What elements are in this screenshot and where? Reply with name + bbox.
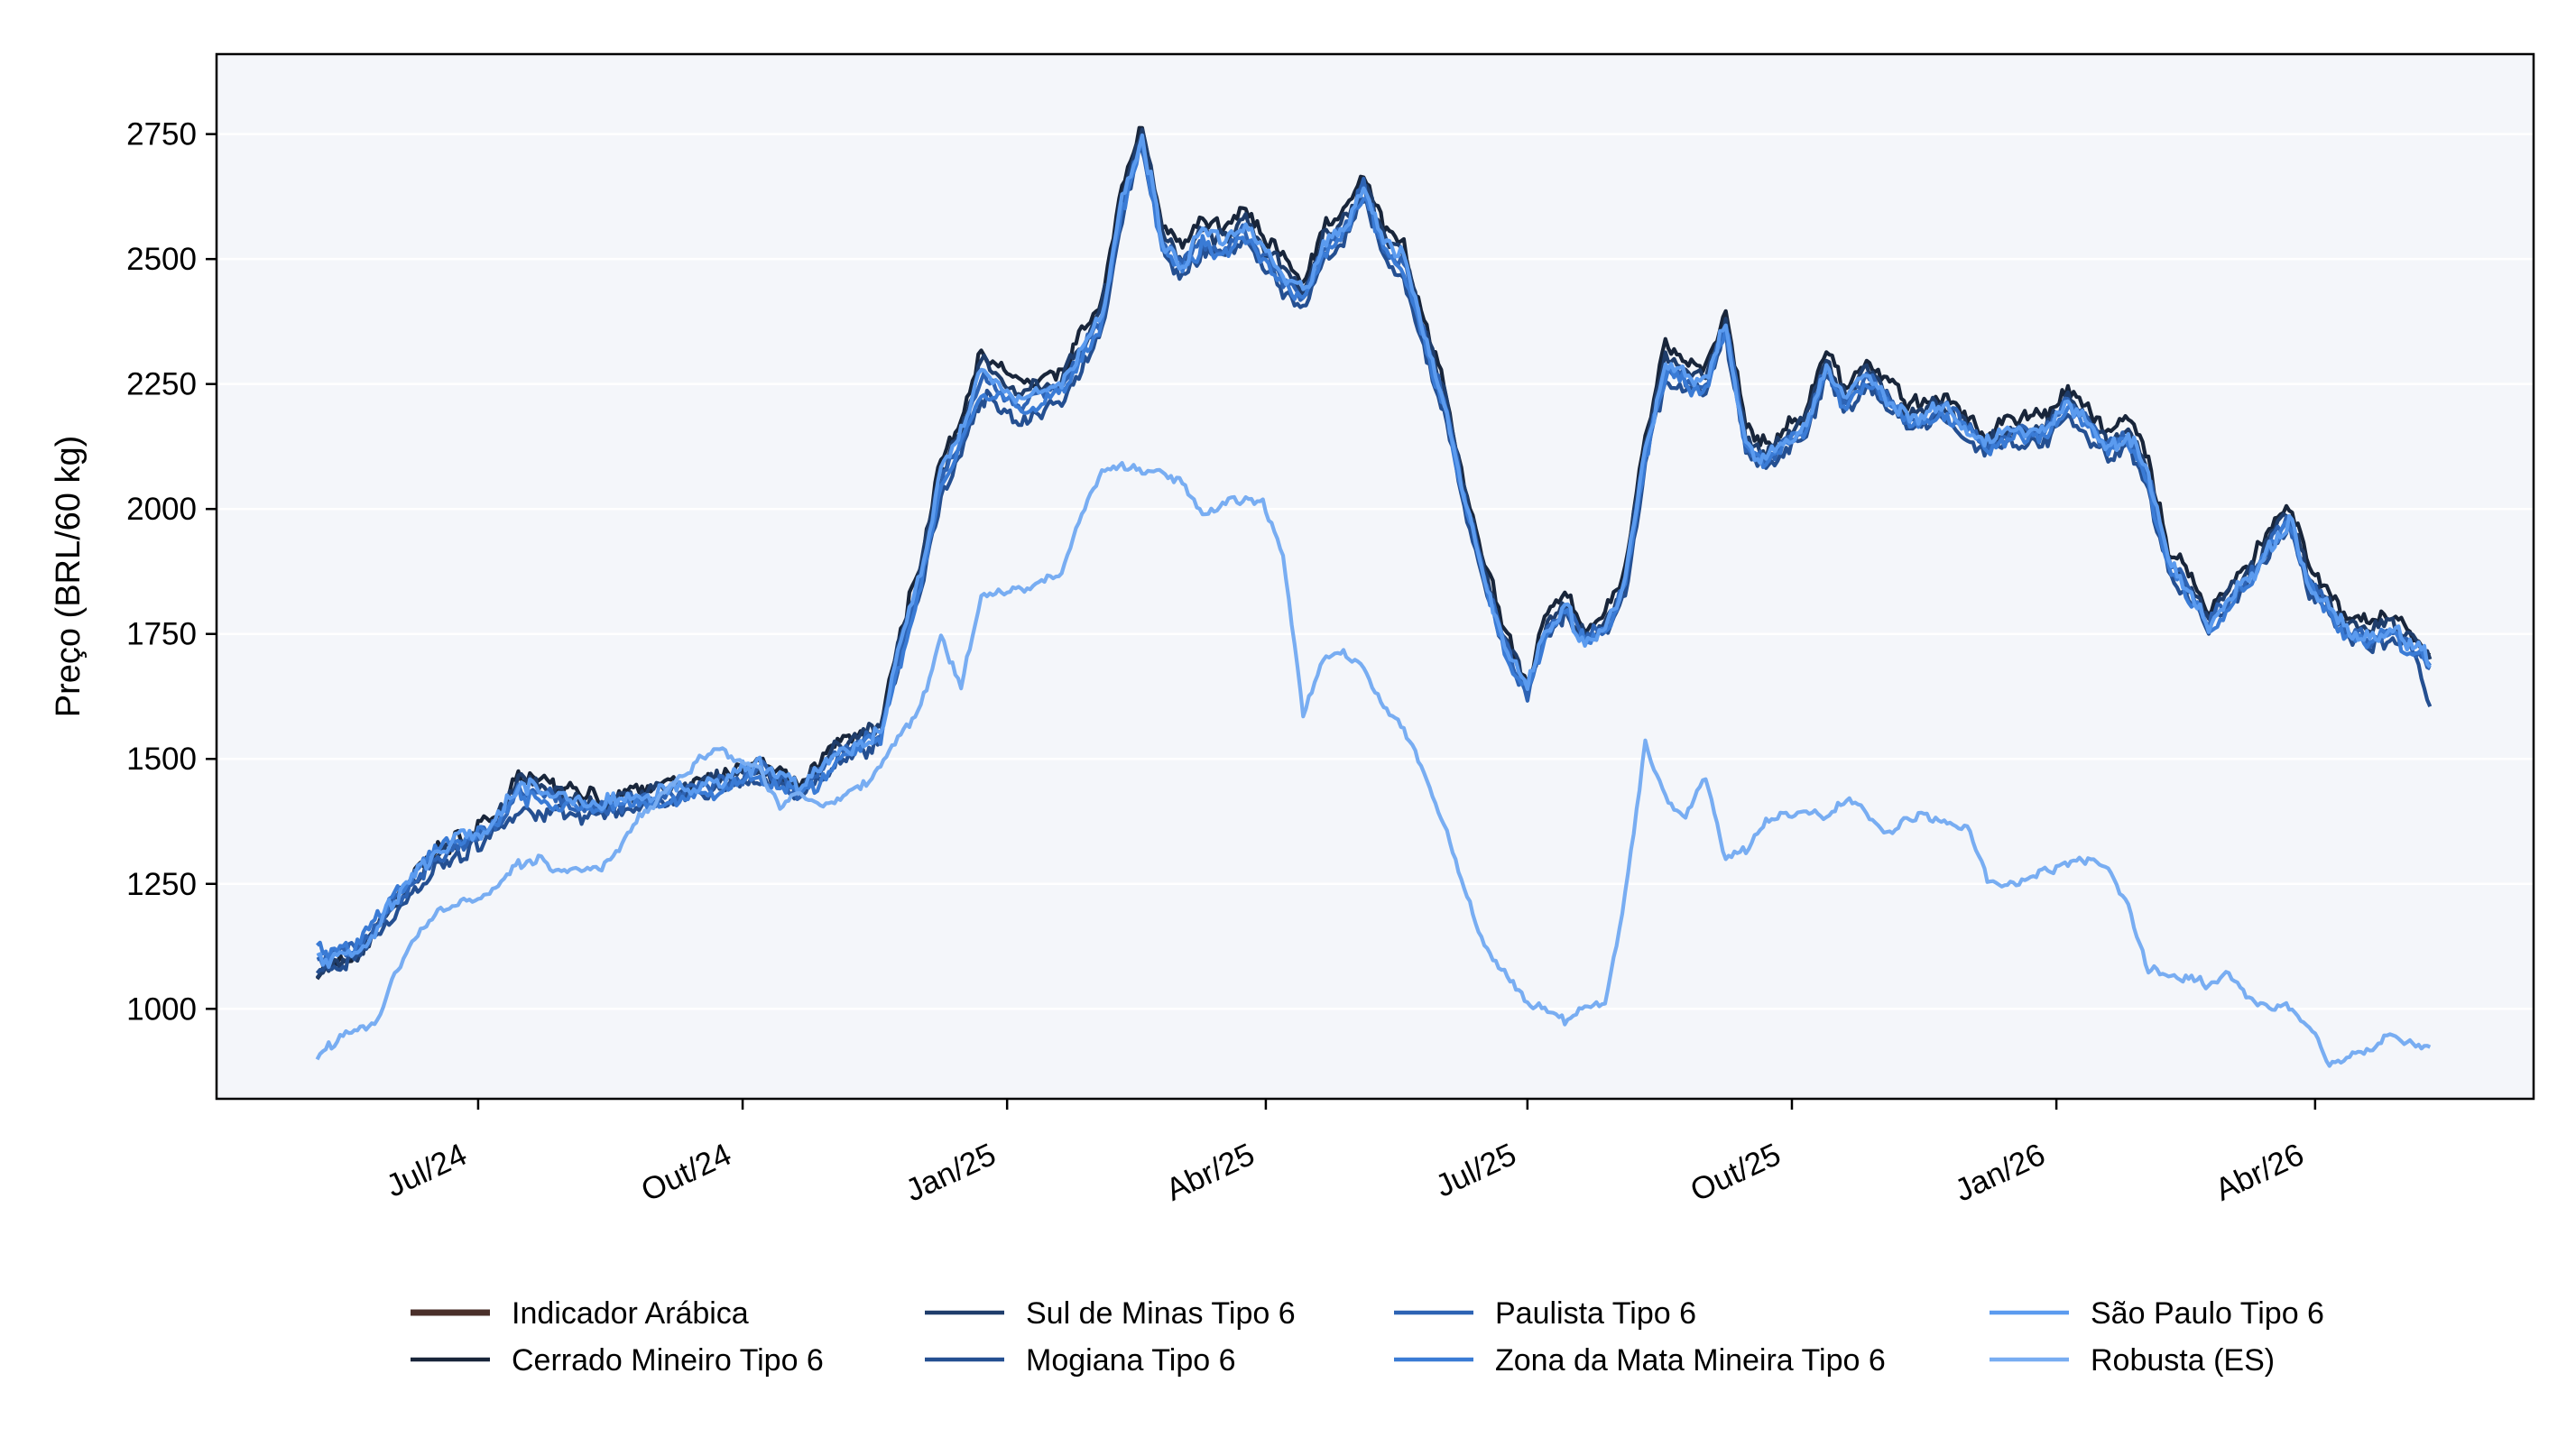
y-tick-label: 1000 (126, 991, 197, 1027)
legend-label: Zona da Mata Mineira Tipo 6 (1495, 1343, 1886, 1378)
y-tick-label: 2750 (126, 117, 197, 152)
y-axis: 1000 1250 1500 1750 2000 2250 2500 2750 (126, 117, 217, 1027)
y-tick-label: 1500 (126, 742, 197, 777)
series-group (315, 125, 2433, 1068)
legend-label: São Paulo Tipo 6 (2091, 1296, 2324, 1331)
y-tick-label: 2250 (126, 367, 197, 402)
legend-label: Robusta (ES) (2091, 1343, 2275, 1378)
legend: Indicador Arábica Cerrado Mineiro Tipo 6 S… (411, 1296, 2324, 1378)
series-line-6 (316, 133, 2432, 969)
y-tick-label: 2000 (126, 492, 197, 527)
legend-label: Mogiana Tipo 6 (1026, 1343, 1236, 1378)
legend-label: Paulista Tipo 6 (1495, 1296, 1696, 1331)
grid (217, 133, 2534, 1010)
legend-label: Indicador Arábica (512, 1296, 749, 1331)
y-tick-label: 2500 (126, 242, 197, 277)
legend-label: Cerrado Mineiro Tipo 6 (512, 1343, 824, 1378)
plot-frame (215, 52, 2535, 1101)
y-axis-title: Preço (BRL/60 kg) (50, 436, 88, 718)
y-tick-label: 1750 (126, 617, 197, 652)
series-line-7 (315, 461, 2432, 1068)
legend-label: Sul de Minas Tipo 6 (1026, 1296, 1296, 1331)
y-tick-label: 1250 (126, 867, 197, 902)
